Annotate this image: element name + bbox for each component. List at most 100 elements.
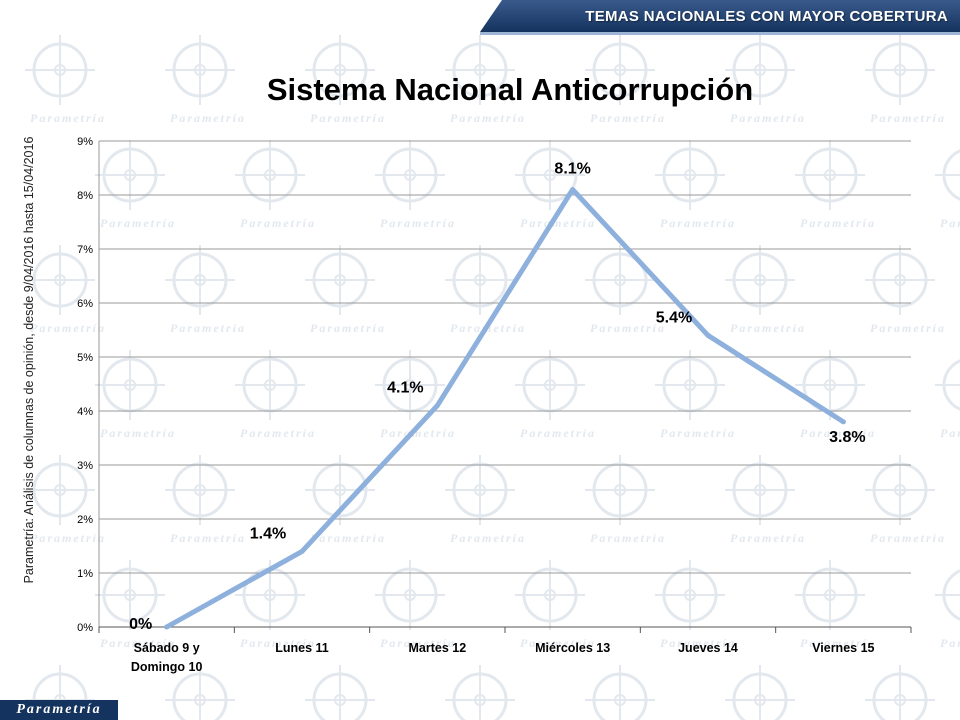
watermark-word: Parametría [800, 216, 876, 230]
banner-underline [480, 32, 960, 35]
watermark-motif: Parametría [515, 560, 596, 650]
watermark-word: Parametría [240, 426, 316, 440]
watermark-motif: Parametría [25, 455, 106, 545]
watermark-motif: Parametría [95, 350, 176, 440]
watermark-motif: Parametría [865, 35, 946, 125]
data-point [164, 624, 170, 630]
watermark-word: Parametría [240, 636, 316, 650]
watermark-word: Parametría [30, 111, 106, 125]
watermark-motif: Parametría [305, 35, 386, 125]
x-tick-label: Miércoles 13 [535, 641, 610, 655]
x-tick-label-line: Martes 12 [408, 641, 466, 655]
watermark-motif: Parametría [445, 455, 526, 545]
section-banner: TEMAS NACIONALES CON MAYOR COBERTURA [480, 0, 960, 32]
watermark-word: Parametría [30, 321, 106, 335]
watermark-motif: Parametría [865, 245, 946, 335]
watermark-motif: Parametría [445, 35, 526, 125]
watermark-word: Parametría [520, 636, 596, 650]
chart-title: Sistema Nacional Anticorrupción [266, 72, 754, 107]
watermark-word: Parametría [310, 111, 386, 125]
watermark-word: Parametría [310, 321, 386, 335]
watermark-word: Parametría [170, 321, 246, 335]
watermark-word: Parametría [870, 111, 946, 125]
watermark-word: Parametría [590, 321, 666, 335]
parametria-logo: Parametría [0, 700, 118, 720]
watermark-motif: Parametría [375, 350, 456, 440]
watermark-motif: Parametría [655, 350, 734, 440]
y-tick-label: 9% [77, 136, 93, 148]
watermark-word: Parametría [380, 426, 456, 440]
data-label: 0% [129, 616, 152, 633]
data-point [570, 187, 576, 193]
banner-text: TEMAS NACIONALES CON MAYOR COBERTURA [585, 7, 948, 25]
watermark-word: Parametría [870, 531, 946, 545]
watermark-motif: Parametría [795, 350, 876, 440]
watermark-motif: Parametría [305, 245, 386, 335]
y-tick-label: 1% [77, 568, 93, 580]
watermark-word: Parametría [590, 111, 666, 125]
watermark-motif: Parametría [585, 665, 655, 720]
watermark-motif: Parametría [235, 140, 316, 230]
watermark-motif: Parametría [95, 140, 174, 230]
data-label: 5.4% [656, 309, 692, 326]
watermark-word: Parametría [940, 216, 960, 230]
x-tick-label: Martes 12 [408, 641, 466, 655]
watermark-motif: Parametría [25, 245, 106, 335]
watermark-motif: Parametría [725, 455, 806, 545]
watermark-word: Parametría [730, 531, 806, 545]
data-point [299, 548, 305, 554]
x-tick-label: Jueves 14 [678, 641, 738, 655]
watermark-word: Parametría [100, 636, 176, 650]
watermark-motif: Parametría [445, 665, 515, 720]
watermark-motif: Parametría [725, 35, 804, 125]
y-tick-label: 4% [77, 406, 93, 418]
y-tick-label: 2% [77, 514, 93, 526]
watermark-motif: Parametría [305, 665, 375, 720]
y-tick-label: 5% [77, 352, 93, 364]
watermark-motif: Parametría [585, 35, 666, 125]
watermark-word: Parametría [170, 111, 246, 125]
watermark-motif: Parametría [655, 560, 736, 650]
watermark-word: Parametría [800, 636, 876, 650]
watermark-motif: Parametría [515, 140, 594, 230]
watermark-motif: Parametría [935, 569, 960, 650]
watermark-word: Parametría [310, 531, 386, 545]
y-tick-label: 6% [77, 298, 93, 310]
watermark-motif: Parametría [165, 455, 246, 545]
watermark-word: Parametría [870, 321, 946, 335]
x-tick-label: Lunes 11 [275, 641, 329, 655]
logo-text: Parametría [16, 702, 102, 717]
watermark-motif: Parametría [795, 140, 876, 230]
data-point [705, 332, 711, 338]
x-tick-label-line: Miércoles 13 [535, 641, 610, 655]
x-tick-label-line: Domingo 10 [131, 660, 203, 674]
x-tick-label-line: Jueves 14 [678, 641, 738, 655]
watermark-motif: Parametría [585, 455, 666, 545]
watermark-word: Parametría [660, 216, 736, 230]
watermark-word: Parametría [800, 426, 876, 440]
x-tick-label-line: Sábado 9 y [134, 641, 200, 655]
y-tick-label: 8% [77, 190, 93, 202]
watermark-word: Parametría [590, 531, 666, 545]
watermark-word: Parametría [30, 531, 106, 545]
data-label: 1.4% [250, 525, 286, 542]
watermark-word: Parametría [100, 426, 176, 440]
data-label: 3.8% [829, 429, 865, 446]
watermark-word: Parametría [450, 531, 526, 545]
watermark-motif: Parametría [95, 560, 176, 650]
watermark-word: Parametría [380, 636, 456, 650]
watermark-word: Parametría [170, 531, 246, 545]
watermark-motif: Parametría [935, 359, 960, 440]
watermark-word: Parametría [380, 216, 456, 230]
watermark-motif: Parametría [25, 35, 106, 125]
watermark-word: Parametría [240, 216, 316, 230]
watermark-word: Parametría [450, 111, 526, 125]
watermark-motif: Parametría [795, 560, 876, 650]
grid-lines [99, 140, 911, 628]
watermark-word: Parametría [660, 636, 736, 650]
watermark-word: Parametría [940, 426, 960, 440]
x-tick-label: Sábado 9 y Domingo 10 [131, 641, 203, 674]
watermark-motif: Parametría [375, 140, 456, 230]
